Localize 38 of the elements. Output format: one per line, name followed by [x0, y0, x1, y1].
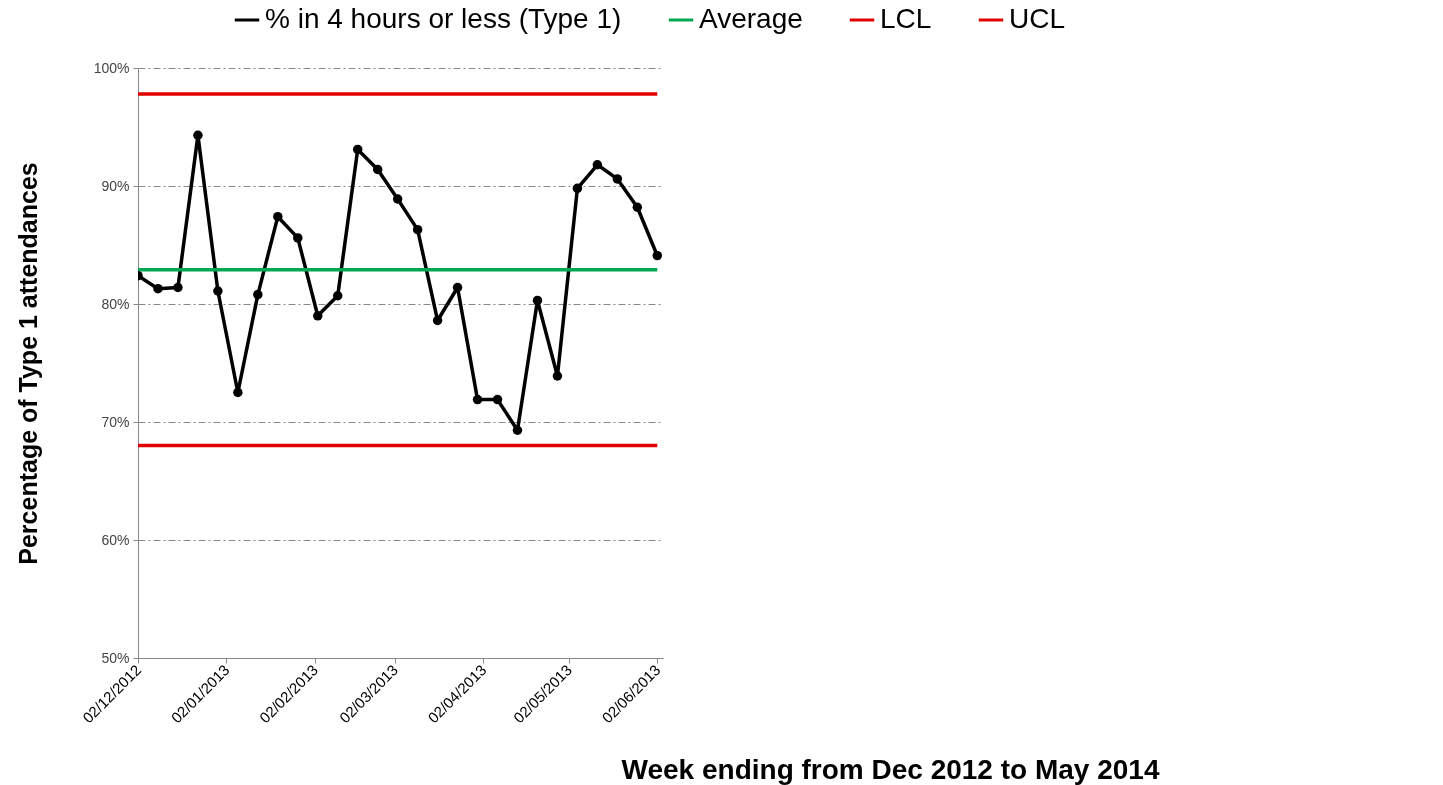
y-tick-label: 90%	[101, 177, 130, 194]
point	[273, 211, 283, 222]
legend-label: Average	[699, 3, 803, 34]
point	[512, 425, 523, 435]
legend-label: % in 4 hours or less (Type 1)	[265, 3, 622, 34]
y-tick-label: 60%	[101, 531, 130, 548]
x-axis-title: Week ending from Dec 2012 to May 2014	[621, 753, 1160, 785]
point	[193, 130, 203, 140]
point	[233, 387, 243, 398]
point	[332, 291, 343, 301]
point	[592, 160, 603, 170]
point	[153, 283, 163, 294]
point	[552, 371, 563, 381]
legend-label: LCL	[880, 3, 932, 34]
point	[412, 224, 423, 235]
point	[313, 311, 323, 321]
point	[173, 282, 183, 293]
y-tick-label: 100%	[93, 59, 130, 76]
point	[253, 289, 263, 300]
point	[472, 394, 483, 405]
point	[293, 233, 303, 243]
point	[572, 183, 583, 194]
point	[432, 315, 443, 326]
y-axis-title: Percentage of Type 1 attendances	[13, 162, 42, 565]
y-tick-label: 50%	[101, 649, 130, 666]
point	[372, 164, 383, 175]
point	[532, 295, 543, 306]
legend-label: UCL	[1009, 3, 1066, 34]
point	[652, 250, 663, 261]
y-tick-label: 70%	[101, 413, 130, 430]
point	[352, 144, 363, 155]
point	[213, 286, 223, 296]
point	[632, 202, 643, 212]
point	[612, 174, 623, 184]
point	[392, 194, 403, 204]
point	[452, 282, 463, 293]
point	[492, 394, 503, 405]
y-tick-label: 80%	[101, 295, 130, 312]
